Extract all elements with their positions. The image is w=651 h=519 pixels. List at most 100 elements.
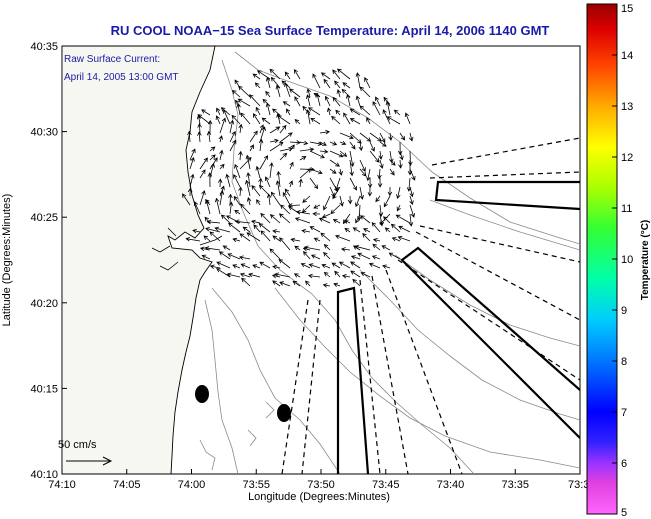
x-tick-label: 73:50: [307, 479, 335, 491]
current-vector: [227, 253, 241, 260]
current-vector: [251, 185, 261, 197]
current-vector: [254, 82, 261, 89]
current-vector: [350, 270, 361, 278]
current-vector: [238, 150, 243, 161]
current-vector: [364, 76, 371, 89]
current-vector: [318, 217, 331, 224]
current-vector: [219, 149, 224, 161]
current-vector: [240, 112, 251, 125]
current-vector: [189, 148, 196, 161]
colorbar-tick-label: 14: [621, 50, 633, 62]
current-vector: [333, 282, 341, 287]
current-vector: [320, 232, 331, 242]
colorbar-tick-label: 12: [621, 152, 633, 164]
current-vector: [332, 219, 341, 224]
current-vector: [332, 186, 341, 200]
x-tick-label: 73:3: [568, 479, 589, 491]
current-vector: [261, 117, 271, 125]
current-vector: [269, 248, 281, 260]
current-vector: [305, 280, 311, 287]
current-vector: [284, 82, 291, 98]
current-vector: [258, 138, 264, 152]
current-vector: [205, 199, 211, 215]
current-vector: [289, 140, 301, 145]
current-vector: [336, 68, 351, 80]
current-vector: [252, 73, 261, 80]
current-vector: [236, 103, 241, 116]
current-vector: [369, 132, 382, 142]
current-vector: [408, 150, 413, 167]
current-vector: [366, 168, 371, 182]
scale-label: 50 cm/s: [58, 439, 97, 451]
current-vector: [398, 159, 403, 169]
current-vector: [272, 229, 281, 234]
current-vector: [355, 195, 361, 208]
current-vector: [286, 108, 291, 116]
current-vector: [369, 150, 380, 163]
land-mass: [62, 46, 216, 474]
current-vector: [409, 186, 414, 198]
colorbar-tick-label: 8: [621, 356, 627, 368]
current-vector: [395, 214, 411, 224]
current-vector: [359, 132, 372, 142]
current-vector: [219, 163, 225, 170]
current-vector: [323, 271, 331, 278]
current-vector: [301, 228, 311, 234]
colorbar-tick-label: 11: [621, 203, 632, 215]
current-vector: [182, 193, 191, 206]
outlined-beams: [336, 180, 580, 474]
current-vector: [350, 261, 361, 269]
current-vector: [249, 130, 258, 143]
current-vector: [359, 86, 371, 98]
current-vector: [336, 89, 341, 98]
current-vector: [295, 210, 311, 215]
current-vector: [359, 159, 366, 172]
current-vector: [378, 204, 384, 217]
x-tick-label: 73:55: [242, 479, 270, 491]
current-vector: [345, 93, 351, 107]
current-vector: [250, 219, 261, 225]
current-vector: [360, 272, 371, 278]
current-vector: [239, 272, 251, 278]
current-vector: [299, 156, 307, 161]
current-vector: [366, 117, 371, 125]
current-vector: [302, 195, 311, 203]
current-vector: [309, 177, 319, 190]
current-vector: [269, 214, 281, 224]
current-note-line-2: April 14, 2005 13:00 GMT: [64, 72, 179, 83]
current-vector: [245, 154, 251, 170]
current-vector: [292, 280, 301, 287]
current-vector: [219, 117, 227, 134]
current-vector: [228, 201, 234, 215]
current-vector: [215, 115, 221, 125]
current-vector: [362, 233, 371, 242]
current-vector: [322, 283, 331, 288]
current-vector: [252, 113, 261, 125]
current-vector: [388, 132, 393, 141]
current-vector: [371, 222, 381, 233]
current-vector: [232, 264, 241, 269]
current-vector: [226, 272, 241, 278]
current-vector: [265, 102, 271, 116]
current-vector: [269, 126, 281, 134]
current-vector: [241, 277, 251, 287]
current-vector: [349, 132, 362, 144]
current-vector: [379, 141, 387, 147]
current-vector: [269, 68, 281, 80]
current-vector: [189, 173, 195, 188]
current-vector: [229, 130, 236, 143]
current-vector: [334, 177, 341, 191]
current-vector: [255, 106, 261, 116]
current-vector: [248, 272, 261, 278]
current-vector: [339, 150, 348, 157]
current-vector: [298, 178, 303, 188]
current-vector: [260, 230, 271, 242]
colorbar-tick-label: 10: [621, 254, 633, 266]
current-vector: [319, 129, 331, 135]
current-vector: [233, 173, 241, 188]
current-vector: [363, 228, 371, 233]
current-vector: [389, 168, 395, 176]
current-vector: [201, 254, 211, 260]
current-vector: [229, 119, 235, 134]
current-vector: [349, 108, 361, 116]
